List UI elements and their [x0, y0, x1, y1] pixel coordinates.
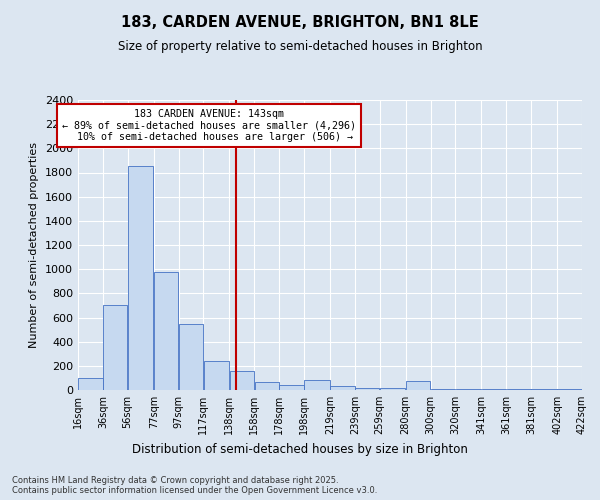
- Bar: [431, 389, 455, 390]
- Bar: [230, 372, 254, 390]
- Bar: [532, 389, 557, 390]
- Text: 183, CARDEN AVENUE, BRIGHTON, BN1 8LE: 183, CARDEN AVENUE, BRIGHTON, BN1 8LE: [121, 15, 479, 30]
- Bar: [254, 382, 279, 390]
- Bar: [380, 388, 406, 390]
- Bar: [355, 388, 379, 390]
- Y-axis label: Number of semi-detached properties: Number of semi-detached properties: [29, 142, 40, 348]
- Bar: [128, 166, 154, 390]
- Bar: [103, 306, 127, 390]
- Bar: [203, 361, 229, 390]
- Bar: [406, 381, 430, 390]
- Bar: [455, 389, 481, 390]
- Bar: [280, 385, 304, 390]
- Bar: [179, 324, 203, 390]
- Bar: [506, 389, 531, 390]
- Bar: [154, 272, 178, 390]
- Bar: [304, 380, 329, 390]
- Text: Distribution of semi-detached houses by size in Brighton: Distribution of semi-detached houses by …: [132, 442, 468, 456]
- Bar: [331, 386, 355, 390]
- Bar: [482, 389, 506, 390]
- Text: Size of property relative to semi-detached houses in Brighton: Size of property relative to semi-detach…: [118, 40, 482, 53]
- Bar: [79, 378, 103, 390]
- Text: Contains HM Land Registry data © Crown copyright and database right 2025.
Contai: Contains HM Land Registry data © Crown c…: [12, 476, 377, 495]
- Text: 183 CARDEN AVENUE: 143sqm
← 89% of semi-detached houses are smaller (4,296)
  10: 183 CARDEN AVENUE: 143sqm ← 89% of semi-…: [62, 108, 356, 142]
